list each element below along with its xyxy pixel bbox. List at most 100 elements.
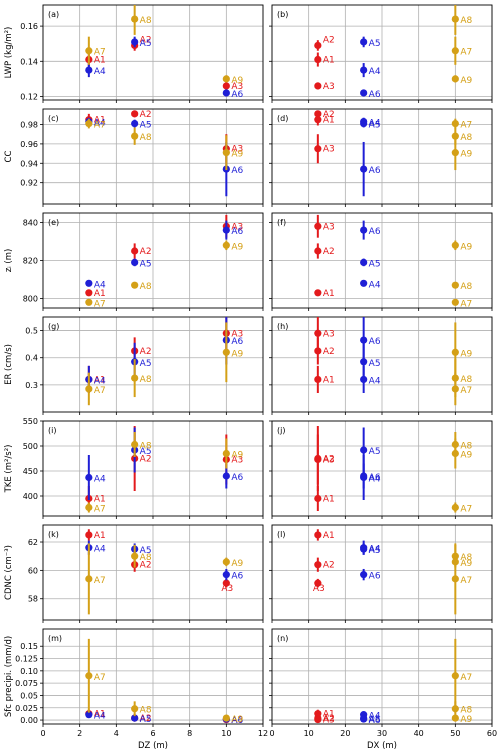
- data-point-A9: [222, 149, 230, 157]
- panel-letter-k: (k): [48, 530, 59, 539]
- data-point-A6: [222, 226, 230, 234]
- y-tick-label: 400: [23, 492, 38, 501]
- y-tick-label: 500: [23, 442, 38, 451]
- data-point-A9: [451, 75, 459, 83]
- data-point-A9: [222, 348, 230, 356]
- point-label-A4: A4: [94, 376, 106, 386]
- point-label-A7: A7: [460, 121, 472, 131]
- data-point-A8: [131, 15, 139, 23]
- data-point-A5: [360, 258, 368, 266]
- panel-letter-e: (e): [48, 218, 59, 227]
- data-point-A5: [360, 119, 368, 128]
- data-point-A2: [131, 110, 139, 118]
- data-point-A9: [222, 75, 230, 83]
- point-label-A7: A7: [460, 673, 472, 683]
- point-label-A2: A2: [323, 561, 335, 571]
- y-tick-label: 0.00: [20, 716, 38, 725]
- point-label-A3: A3: [313, 584, 325, 594]
- point-label-A1: A1: [94, 710, 106, 720]
- y-tick-label: 820: [23, 257, 38, 266]
- point-label-A9: A9: [460, 451, 472, 461]
- point-label-A7: A7: [94, 299, 106, 309]
- data-point-A4: [85, 279, 93, 287]
- point-label-A2: A2: [140, 35, 152, 45]
- point-label-A9: A9: [231, 451, 243, 461]
- data-point-A4: [360, 279, 368, 287]
- point-label-A8: A8: [140, 553, 152, 563]
- y-tick-label: 0.025: [15, 704, 38, 713]
- data-point-A5: [360, 446, 368, 454]
- point-label-A2: A2: [323, 35, 335, 45]
- data-point-A7: [451, 575, 459, 583]
- point-label-A1: A1: [323, 531, 335, 541]
- point-label-A5: A5: [140, 546, 152, 556]
- y-tick-label: 0.96: [20, 140, 38, 149]
- y-tick-label: 0.4: [25, 354, 38, 363]
- x-tick-label: 50: [450, 729, 460, 738]
- point-label-A9: A9: [460, 150, 472, 160]
- data-point-A5: [360, 38, 368, 46]
- y-tick-label: 62: [28, 538, 38, 547]
- data-point-A8: [131, 374, 139, 382]
- data-point-A7: [451, 503, 459, 512]
- point-label-A9: A9: [231, 559, 243, 569]
- point-label-A2: A2: [140, 714, 152, 724]
- point-label-A9: A9: [460, 242, 472, 252]
- point-label-A4: A4: [94, 712, 106, 722]
- point-label-A3: A3: [323, 329, 335, 339]
- point-label-A2: A2: [323, 455, 335, 465]
- data-point-A7: [85, 47, 93, 55]
- point-label-A8: A8: [460, 375, 472, 385]
- point-label-A3: A3: [323, 456, 335, 466]
- data-point-A4: [85, 66, 93, 74]
- x-tick-label: 30: [377, 729, 387, 738]
- point-label-A4: A4: [94, 545, 106, 555]
- data-point-A3: [222, 82, 230, 90]
- data-point-A2: [314, 247, 322, 255]
- data-point-A5: [131, 119, 139, 128]
- point-label-A1: A1: [94, 495, 106, 505]
- point-label-A2: A2: [140, 110, 152, 120]
- data-point-A8: [131, 281, 139, 289]
- y-tick-label: 0.05: [20, 691, 38, 700]
- point-label-A1: A1: [323, 116, 335, 126]
- point-label-A7: A7: [94, 576, 106, 586]
- data-point-A9: [222, 714, 230, 722]
- point-label-A4: A4: [369, 475, 381, 485]
- data-point-A4: [85, 711, 93, 719]
- point-label-A6: A6: [231, 473, 243, 483]
- data-point-A5: [131, 714, 139, 722]
- point-label-A1: A1: [323, 56, 335, 66]
- x-tick-label: 20: [340, 729, 350, 738]
- panel-letter-j: (j): [277, 426, 285, 435]
- point-label-A2: A2: [140, 347, 152, 357]
- point-label-A2: A2: [140, 561, 152, 571]
- data-point-A2: [314, 41, 322, 50]
- y-tick-label: 800: [23, 295, 38, 304]
- point-label-A8: A8: [460, 133, 472, 143]
- y-tick-label: 0.98: [20, 121, 38, 130]
- data-point-A3: [314, 455, 322, 464]
- point-label-A8: A8: [460, 553, 472, 563]
- data-point-A9: [451, 149, 459, 157]
- data-point-A1: [85, 531, 93, 539]
- point-label-A1: A1: [94, 531, 106, 541]
- point-label-A6: A6: [231, 166, 243, 176]
- point-label-A5: A5: [369, 715, 381, 725]
- panel-letter-n: (n): [277, 634, 288, 643]
- x-tick-label: 0: [40, 729, 45, 738]
- point-label-A5: A5: [140, 447, 152, 457]
- y-axis-label-row-3: zᵢ (m): [4, 249, 14, 273]
- point-label-A6: A6: [369, 337, 381, 347]
- y-tick-label: 550: [23, 417, 38, 426]
- panel-letter-g: (g): [48, 322, 59, 331]
- point-label-A7: A7: [94, 121, 106, 131]
- y-tick-label: 0.14: [20, 57, 38, 66]
- data-point-A3: [314, 145, 322, 153]
- data-point-A9: [451, 714, 459, 722]
- x-tick-label: 10: [221, 729, 231, 738]
- x-tick-label: 6: [150, 729, 155, 738]
- point-label-A5: A5: [369, 259, 381, 269]
- point-label-A6: A6: [369, 166, 381, 176]
- point-label-A3: A3: [221, 584, 233, 594]
